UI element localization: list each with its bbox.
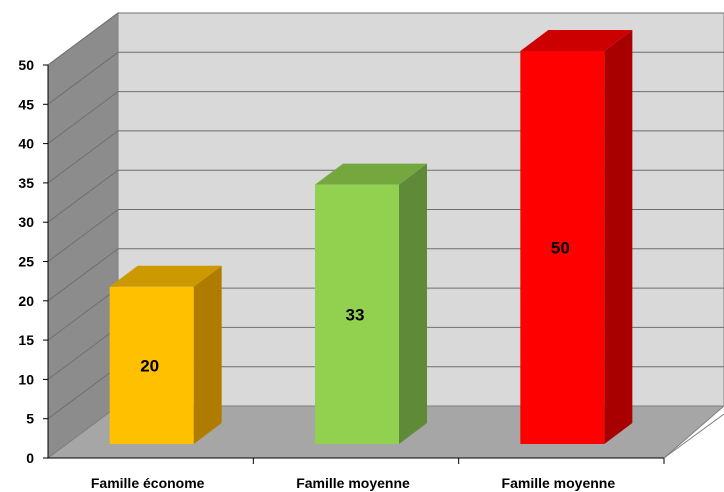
data-label: 50 bbox=[551, 239, 570, 258]
x-tick-label: Famille moyenne bbox=[502, 475, 616, 491]
bar: 20 bbox=[109, 265, 222, 444]
y-tick-label: 15 bbox=[18, 332, 34, 348]
bar-top bbox=[520, 30, 633, 51]
bar-side bbox=[193, 265, 222, 444]
floor-edge bbox=[663, 413, 724, 459]
bar-top bbox=[315, 163, 427, 185]
y-tick-label: 20 bbox=[18, 293, 34, 309]
bar-front bbox=[109, 286, 194, 444]
y-tick-label: 45 bbox=[18, 96, 34, 112]
bar-top bbox=[109, 265, 222, 287]
y-tick-label: 40 bbox=[18, 136, 34, 152]
y-tick-label: 30 bbox=[18, 214, 34, 230]
gridline bbox=[47, 12, 724, 66]
data-label: 20 bbox=[140, 356, 159, 375]
y-tick-label: 5 bbox=[26, 411, 34, 427]
bar: 50 bbox=[520, 30, 633, 444]
data-label: 33 bbox=[346, 305, 365, 324]
y-tick-label: 50 bbox=[18, 57, 34, 73]
y-tick-label: 35 bbox=[18, 175, 34, 191]
bar: 33 bbox=[315, 163, 427, 444]
y-tick-label: 10 bbox=[18, 371, 34, 387]
bars: 20 33 50 bbox=[109, 30, 633, 444]
y-axis: 0 5 10 15 20 25 30 35 40 45 50 bbox=[18, 57, 49, 466]
bar-front bbox=[520, 51, 605, 444]
y-tick-label: 0 bbox=[26, 450, 34, 466]
x-tick-label: Famille économe bbox=[91, 475, 205, 491]
bar-side bbox=[399, 163, 427, 444]
bar-front bbox=[315, 184, 399, 444]
x-tick-label: Famille moyenne bbox=[296, 475, 410, 491]
y-tick-label: 25 bbox=[18, 254, 34, 270]
x-axis: Famille économe Famille moyenne Famille mo… bbox=[48, 413, 724, 491]
bar-side bbox=[604, 30, 633, 444]
